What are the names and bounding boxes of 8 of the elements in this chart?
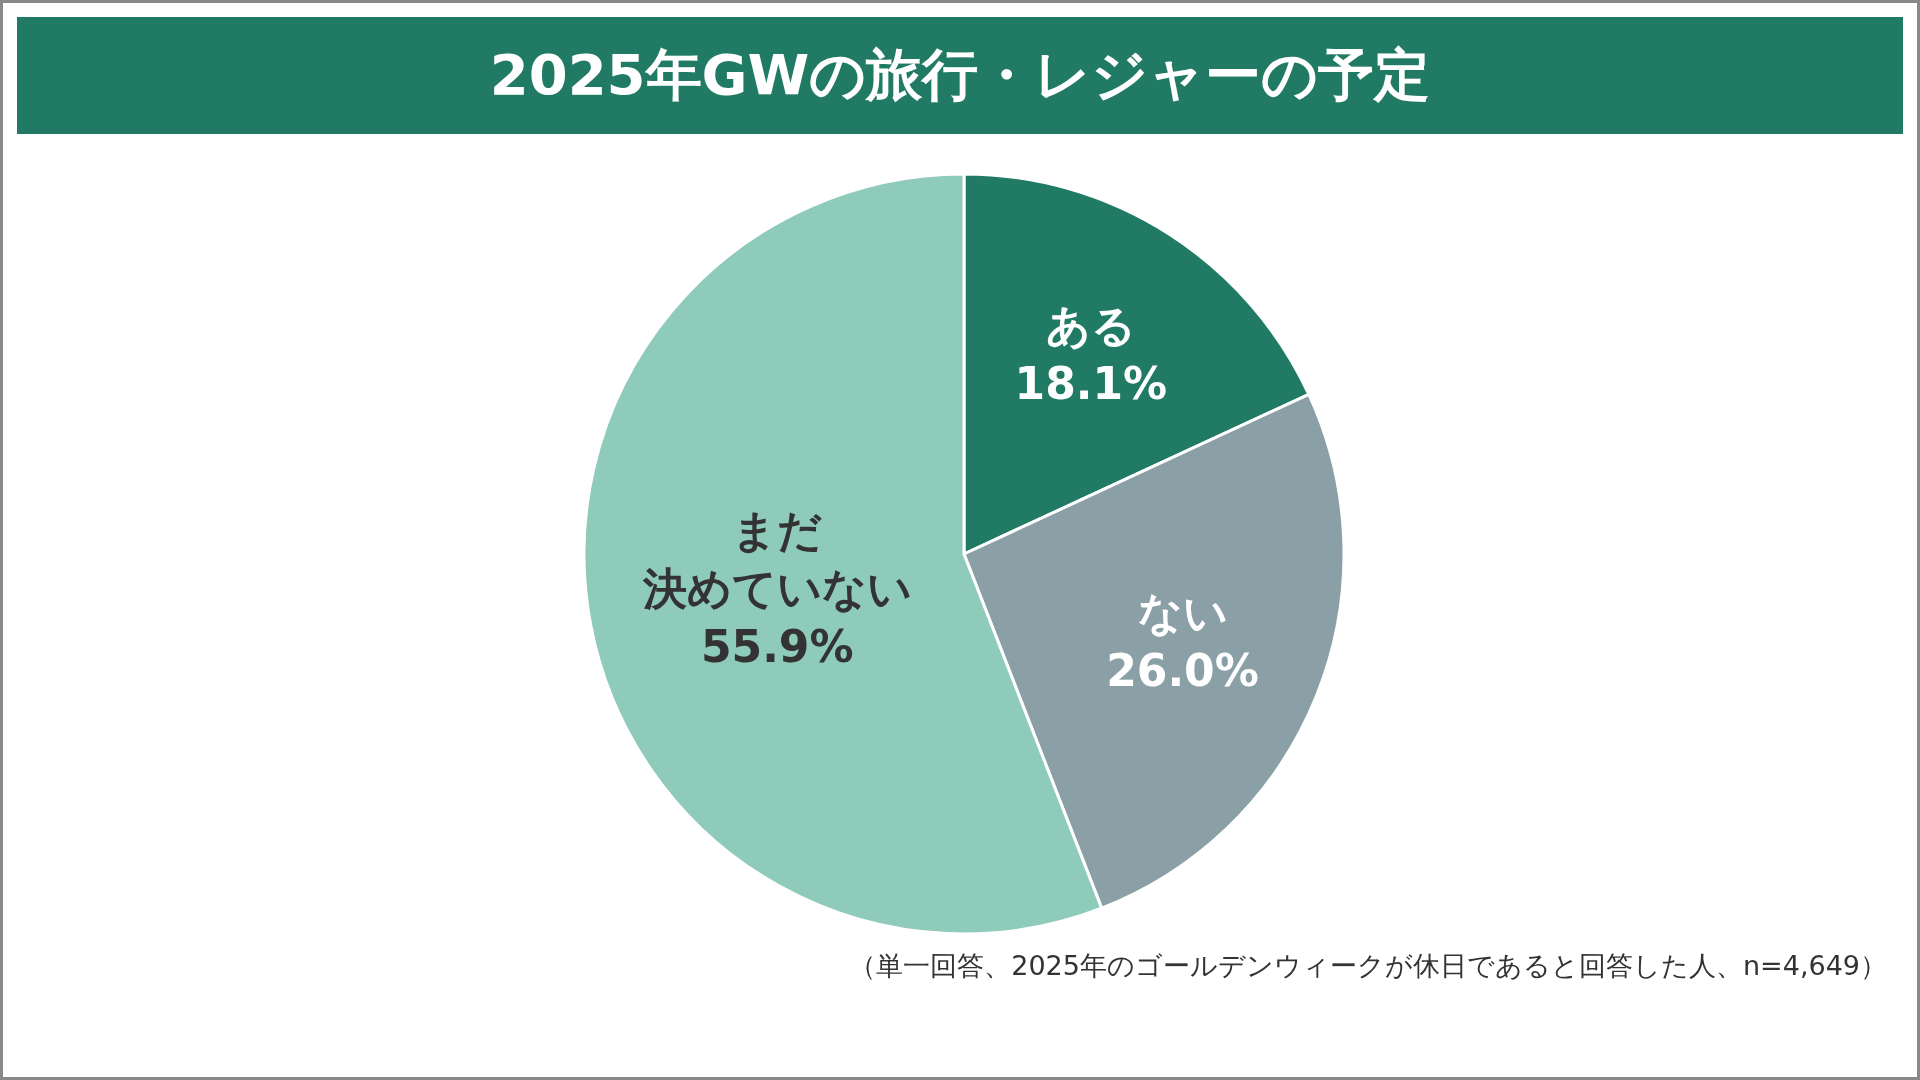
chart-title: 2025年GWの旅行・レジャーの予定 — [17, 17, 1903, 134]
slice-label: ある — [1045, 300, 1136, 352]
slice-label: まだ決めていない — [641, 505, 912, 615]
data-label: 26.0% — [1106, 645, 1259, 697]
text: （単一回答、2025年のゴールデンウィークが休日であると回答した人、n=4,649） — [849, 949, 1887, 983]
slice-label: ない — [1137, 587, 1228, 639]
data-label: 55.9% — [700, 621, 854, 673]
data-label: 18.1% — [1014, 358, 1168, 410]
